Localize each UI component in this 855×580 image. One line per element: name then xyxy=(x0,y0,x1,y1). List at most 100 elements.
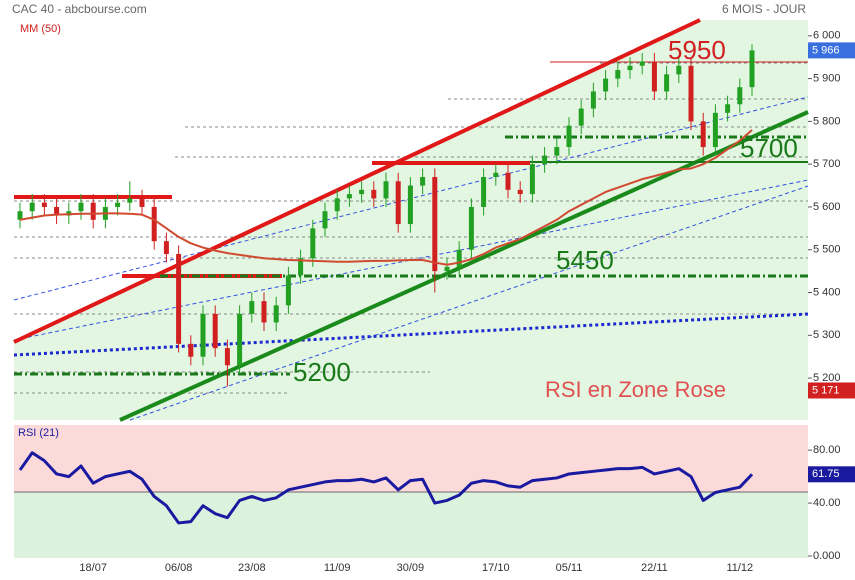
candle-body xyxy=(725,104,731,113)
line xyxy=(18,451,754,525)
candle-body xyxy=(505,172,511,190)
candle-body xyxy=(310,228,316,259)
price-marker xyxy=(808,382,855,399)
candle-body xyxy=(115,202,121,207)
candle-body xyxy=(54,206,60,216)
candle-body xyxy=(688,65,694,122)
candle-body xyxy=(176,254,182,344)
price-marker xyxy=(808,42,855,59)
candle-body xyxy=(237,313,243,366)
candle-body xyxy=(29,202,35,212)
candle-body xyxy=(41,202,47,207)
candle-body xyxy=(664,74,670,92)
candle-body xyxy=(493,172,499,178)
candle-body xyxy=(639,61,645,66)
candle-body xyxy=(322,211,328,229)
annotation: 5700 xyxy=(740,133,798,163)
candle-body xyxy=(273,305,279,323)
y-tick-label: 5 300 xyxy=(813,329,841,341)
candle-body xyxy=(517,189,523,195)
candle-body xyxy=(188,343,194,357)
annotation: 5950 xyxy=(668,35,726,65)
x-tick-label: 11/09 xyxy=(324,562,351,574)
legend-mm: MM (50) xyxy=(20,23,61,35)
y-tick-label: 5 600 xyxy=(813,201,841,213)
x-tick-label: 11/12 xyxy=(726,562,753,574)
candle-body xyxy=(627,65,633,71)
y-tick-label: 5 200 xyxy=(813,372,841,384)
candle-body xyxy=(700,121,706,148)
rsi-zone-low xyxy=(14,492,808,558)
candle-body xyxy=(212,313,218,349)
candle-body xyxy=(737,87,743,105)
candle-body xyxy=(712,112,718,148)
candle-body xyxy=(346,194,352,199)
y-tick-label: 5 400 xyxy=(813,286,841,298)
x-tick-label: 30/09 xyxy=(397,562,425,574)
candle-body xyxy=(456,249,462,267)
candle-body xyxy=(249,301,255,314)
x-tick-label: 22/11 xyxy=(641,562,668,574)
candle-body xyxy=(554,147,560,156)
candle-body xyxy=(603,78,609,92)
value-box xyxy=(808,466,855,483)
annotation: 5450 xyxy=(556,245,614,275)
candle-body xyxy=(432,177,438,272)
candle-body xyxy=(200,313,206,357)
candle-body xyxy=(481,177,487,207)
y-tick-label: 6 000 xyxy=(813,30,841,42)
candle-body xyxy=(90,202,96,220)
candle-body xyxy=(224,348,230,366)
candle-body xyxy=(383,181,389,199)
y-tick-label: 0.000 xyxy=(813,550,841,562)
support-lines xyxy=(14,62,808,394)
candle-body xyxy=(651,61,657,92)
price-marker-label: 5 966 xyxy=(812,44,840,56)
x-tick-label: 06/08 xyxy=(165,562,193,574)
candle-body xyxy=(615,70,621,79)
candle-body xyxy=(590,91,596,109)
chart-subtitle: 6 MOIS - JOUR xyxy=(722,2,806,16)
candle-body xyxy=(127,198,133,203)
candle-body xyxy=(139,198,145,207)
annotation: 5200 xyxy=(293,357,351,387)
y-tick-label: 5 700 xyxy=(813,158,841,170)
candle-body xyxy=(578,108,584,126)
candle-body xyxy=(359,189,365,195)
candle-body xyxy=(529,164,535,195)
candle-body xyxy=(566,125,572,148)
annotation: RSI en Zone Rose xyxy=(545,377,726,402)
candle-body xyxy=(334,198,340,212)
price-marker-label: 5 171 xyxy=(812,384,840,396)
candle-body xyxy=(151,206,157,242)
y-tick-label: 80.00 xyxy=(813,444,841,456)
candle-body xyxy=(163,241,169,255)
chart-title: CAC 40 - abcbourse.com xyxy=(12,2,147,16)
y-tick-label: 5 500 xyxy=(813,244,841,256)
candle-body xyxy=(542,155,548,165)
candle-body xyxy=(420,177,426,186)
candle-body xyxy=(407,185,413,225)
y-tick-label: 40.00 xyxy=(813,497,841,509)
x-tick-label: 23/08 xyxy=(238,562,266,574)
candle-body xyxy=(17,211,23,220)
candle-body xyxy=(395,181,401,225)
candle-body xyxy=(444,266,450,272)
candle-body xyxy=(371,189,377,199)
candle-body xyxy=(285,275,291,306)
x-tick-label: 05/11 xyxy=(556,562,583,574)
y-tick-label: 5 900 xyxy=(813,73,841,85)
candle-body xyxy=(749,50,755,88)
x-tick-label: 17/10 xyxy=(482,562,510,574)
value-label: 61.75 xyxy=(812,468,840,480)
candle-body xyxy=(298,258,304,276)
legend-rsi: RSI (21) xyxy=(18,427,59,439)
line xyxy=(19,129,753,266)
candle-body xyxy=(676,65,682,75)
candle-body xyxy=(261,301,267,323)
candle-body xyxy=(468,206,474,250)
candle-body xyxy=(78,202,84,212)
y-tick-label: 5 800 xyxy=(813,115,841,127)
x-tick-label: 18/07 xyxy=(79,562,107,574)
